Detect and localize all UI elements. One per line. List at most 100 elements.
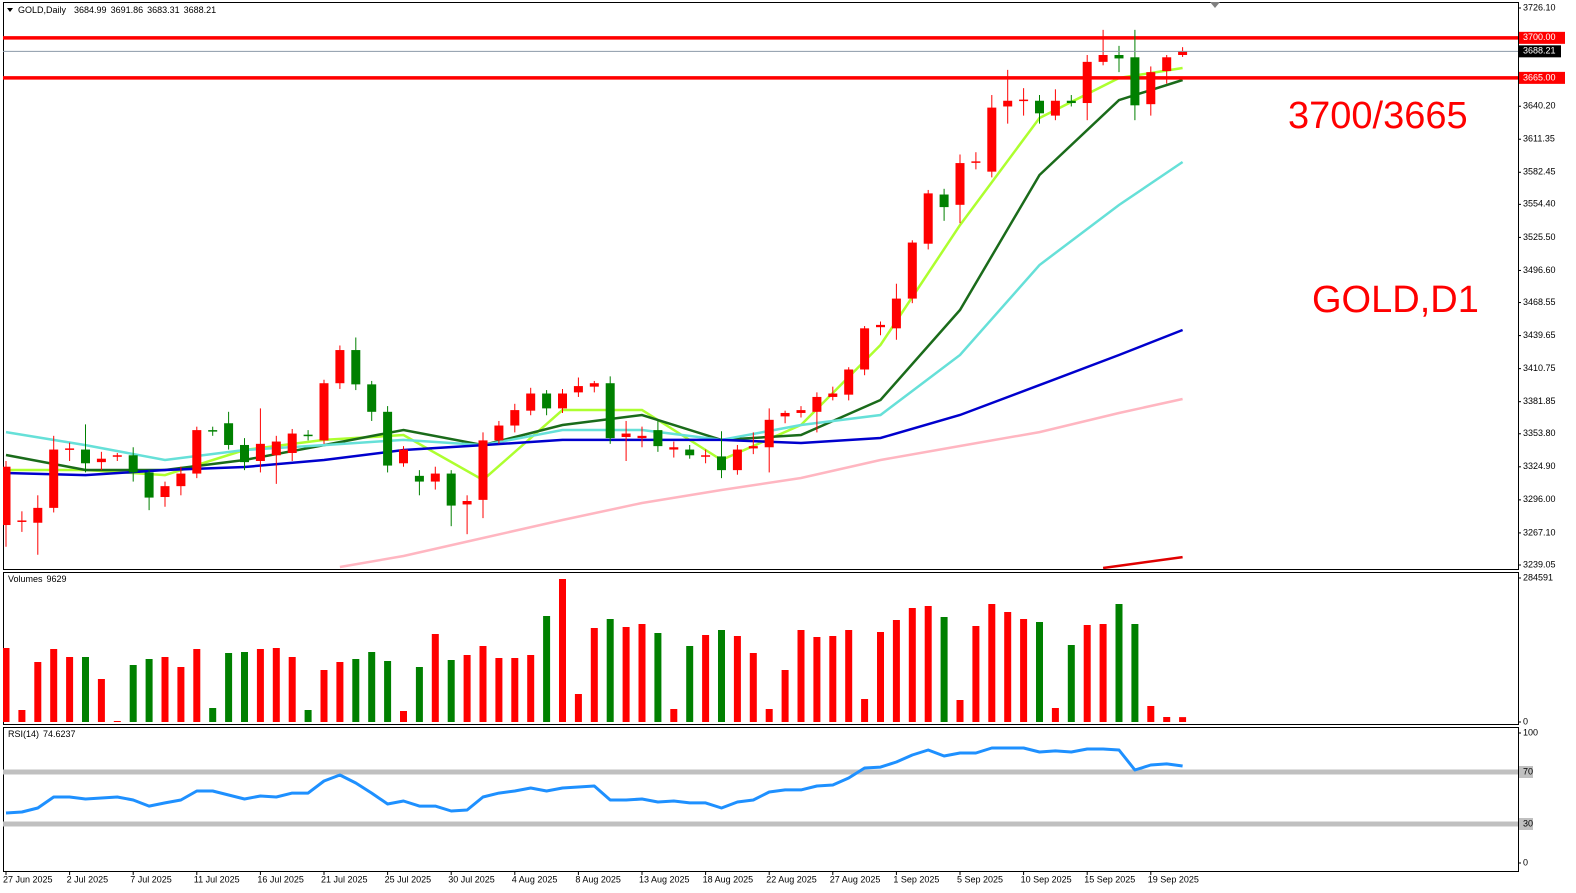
moving-average: [1102, 555, 1183, 569]
volume-bar: [940, 617, 948, 722]
x-tick-label: 25 Jul 2025: [385, 874, 432, 884]
volume-bar: [225, 653, 233, 722]
moving-average: [6, 66, 1183, 482]
candle-body: [637, 435, 647, 439]
candle-body: [796, 410, 806, 413]
x-tick-label: 1 Sep 2025: [893, 874, 939, 884]
candle-body: [319, 383, 329, 441]
y-tick-label: 3381.85: [1523, 396, 1556, 406]
candle-body: [478, 440, 488, 500]
candle-body: [923, 193, 933, 244]
volume-bar: [1051, 708, 1059, 722]
chart-header: GOLD,Daily 3684.99 3691.86 3683.31 3688.21: [18, 5, 216, 15]
y-tick-label: 3726.10: [1523, 2, 1556, 12]
x-tick-label: 2 Jul 2025: [67, 874, 109, 884]
volume-bar: [686, 646, 694, 722]
candle-body: [494, 425, 504, 441]
volume-bar: [161, 657, 169, 722]
annotation: 3700/3665: [1288, 95, 1468, 137]
volume-bar: [733, 636, 741, 722]
candle-body: [589, 383, 599, 387]
volume-bar: [479, 646, 487, 722]
candle-body: [1035, 100, 1044, 114]
header-part: RSI(14): [8, 729, 39, 739]
main-plot: [3, 29, 1518, 569]
y-tick-label: 284591: [1523, 572, 1553, 582]
y-tick-label: 3468.55: [1523, 297, 1556, 307]
volume-bar: [1115, 604, 1123, 722]
volume-bar: [66, 657, 74, 722]
candle-body: [96, 458, 106, 463]
x-tick-label: 19 Sep 2025: [1148, 874, 1199, 884]
y-tick-label: 3296.00: [1523, 494, 1556, 504]
candle-body: [1178, 51, 1188, 56]
candle-body: [144, 472, 154, 498]
candle-body: [907, 242, 917, 299]
volume-bar: [877, 632, 884, 722]
candle-body: [49, 449, 59, 508]
candle-body: [876, 324, 885, 328]
candle-body: [1050, 100, 1060, 116]
price-label: 3688.21: [1523, 46, 1556, 56]
volume-bar: [590, 628, 598, 722]
level-label-bg: [1519, 31, 1565, 44]
volume-bar: [654, 633, 662, 722]
volume-bar: [511, 658, 519, 722]
candle-body: [176, 473, 186, 487]
volume-bar: [702, 635, 710, 722]
volume-bar: [1067, 645, 1075, 722]
volume-bar: [209, 708, 217, 722]
volume-bar: [336, 662, 344, 722]
moving-average: [339, 397, 1183, 569]
candle-body: [891, 298, 901, 329]
volume-bar: [304, 709, 312, 722]
x-tick-label: 5 Sep 2025: [957, 874, 1003, 884]
candle-body: [192, 430, 202, 474]
volume-bar: [606, 619, 614, 722]
level-label-bg: [1519, 818, 1533, 830]
level-label: 3665.00: [1523, 72, 1556, 82]
candle-body: [414, 475, 424, 482]
volume-bar: [829, 636, 837, 722]
volume-bar: [749, 653, 757, 722]
x-tick-label: 22 Aug 2025: [766, 874, 817, 884]
candle-body: [828, 393, 838, 397]
x-tick-label: 27 Aug 2025: [830, 874, 881, 884]
candle-body: [621, 433, 631, 437]
x-tick-label: 18 Aug 2025: [703, 874, 754, 884]
y-tick-label: 3611.35: [1523, 134, 1555, 144]
y-tick-label: 100: [1523, 727, 1538, 737]
header-part: GOLD,Daily: [18, 5, 67, 15]
candle-body: [732, 449, 742, 471]
volume-bar: [638, 624, 646, 722]
x-tick-label: 15 Sep 2025: [1084, 874, 1135, 884]
volume-bar: [113, 721, 121, 722]
y-tick-label: 3267.10: [1523, 527, 1556, 537]
candle-body: [335, 350, 345, 384]
volume-bar: [559, 579, 566, 722]
volume-bar: [256, 649, 264, 722]
y-tick-label: 3410.75: [1523, 363, 1556, 373]
volume-bar: [1004, 612, 1012, 722]
panel-header: Volumes 9629: [8, 574, 67, 584]
volume-bar: [574, 694, 582, 722]
volume-bar: [50, 649, 58, 722]
candle-body: [3, 466, 11, 526]
chart-shift-marker: [1210, 2, 1220, 8]
y-tick-label: 3324.90: [1523, 461, 1556, 471]
candle-body: [1114, 55, 1124, 59]
header-part: 3684.99: [74, 5, 107, 15]
y-tick-label: 3554.40: [1523, 199, 1556, 209]
candle-body: [128, 455, 138, 473]
candle-body: [1003, 100, 1013, 107]
volume-bar: [765, 709, 773, 722]
volume-bar: [3, 648, 10, 722]
volume-bar: [288, 657, 296, 722]
volume-bar: [463, 655, 471, 722]
header-part: 74.6237: [43, 729, 76, 739]
y-tick-label: 3582.45: [1523, 167, 1556, 177]
candle-body: [971, 161, 981, 163]
volume-bar: [177, 667, 185, 722]
